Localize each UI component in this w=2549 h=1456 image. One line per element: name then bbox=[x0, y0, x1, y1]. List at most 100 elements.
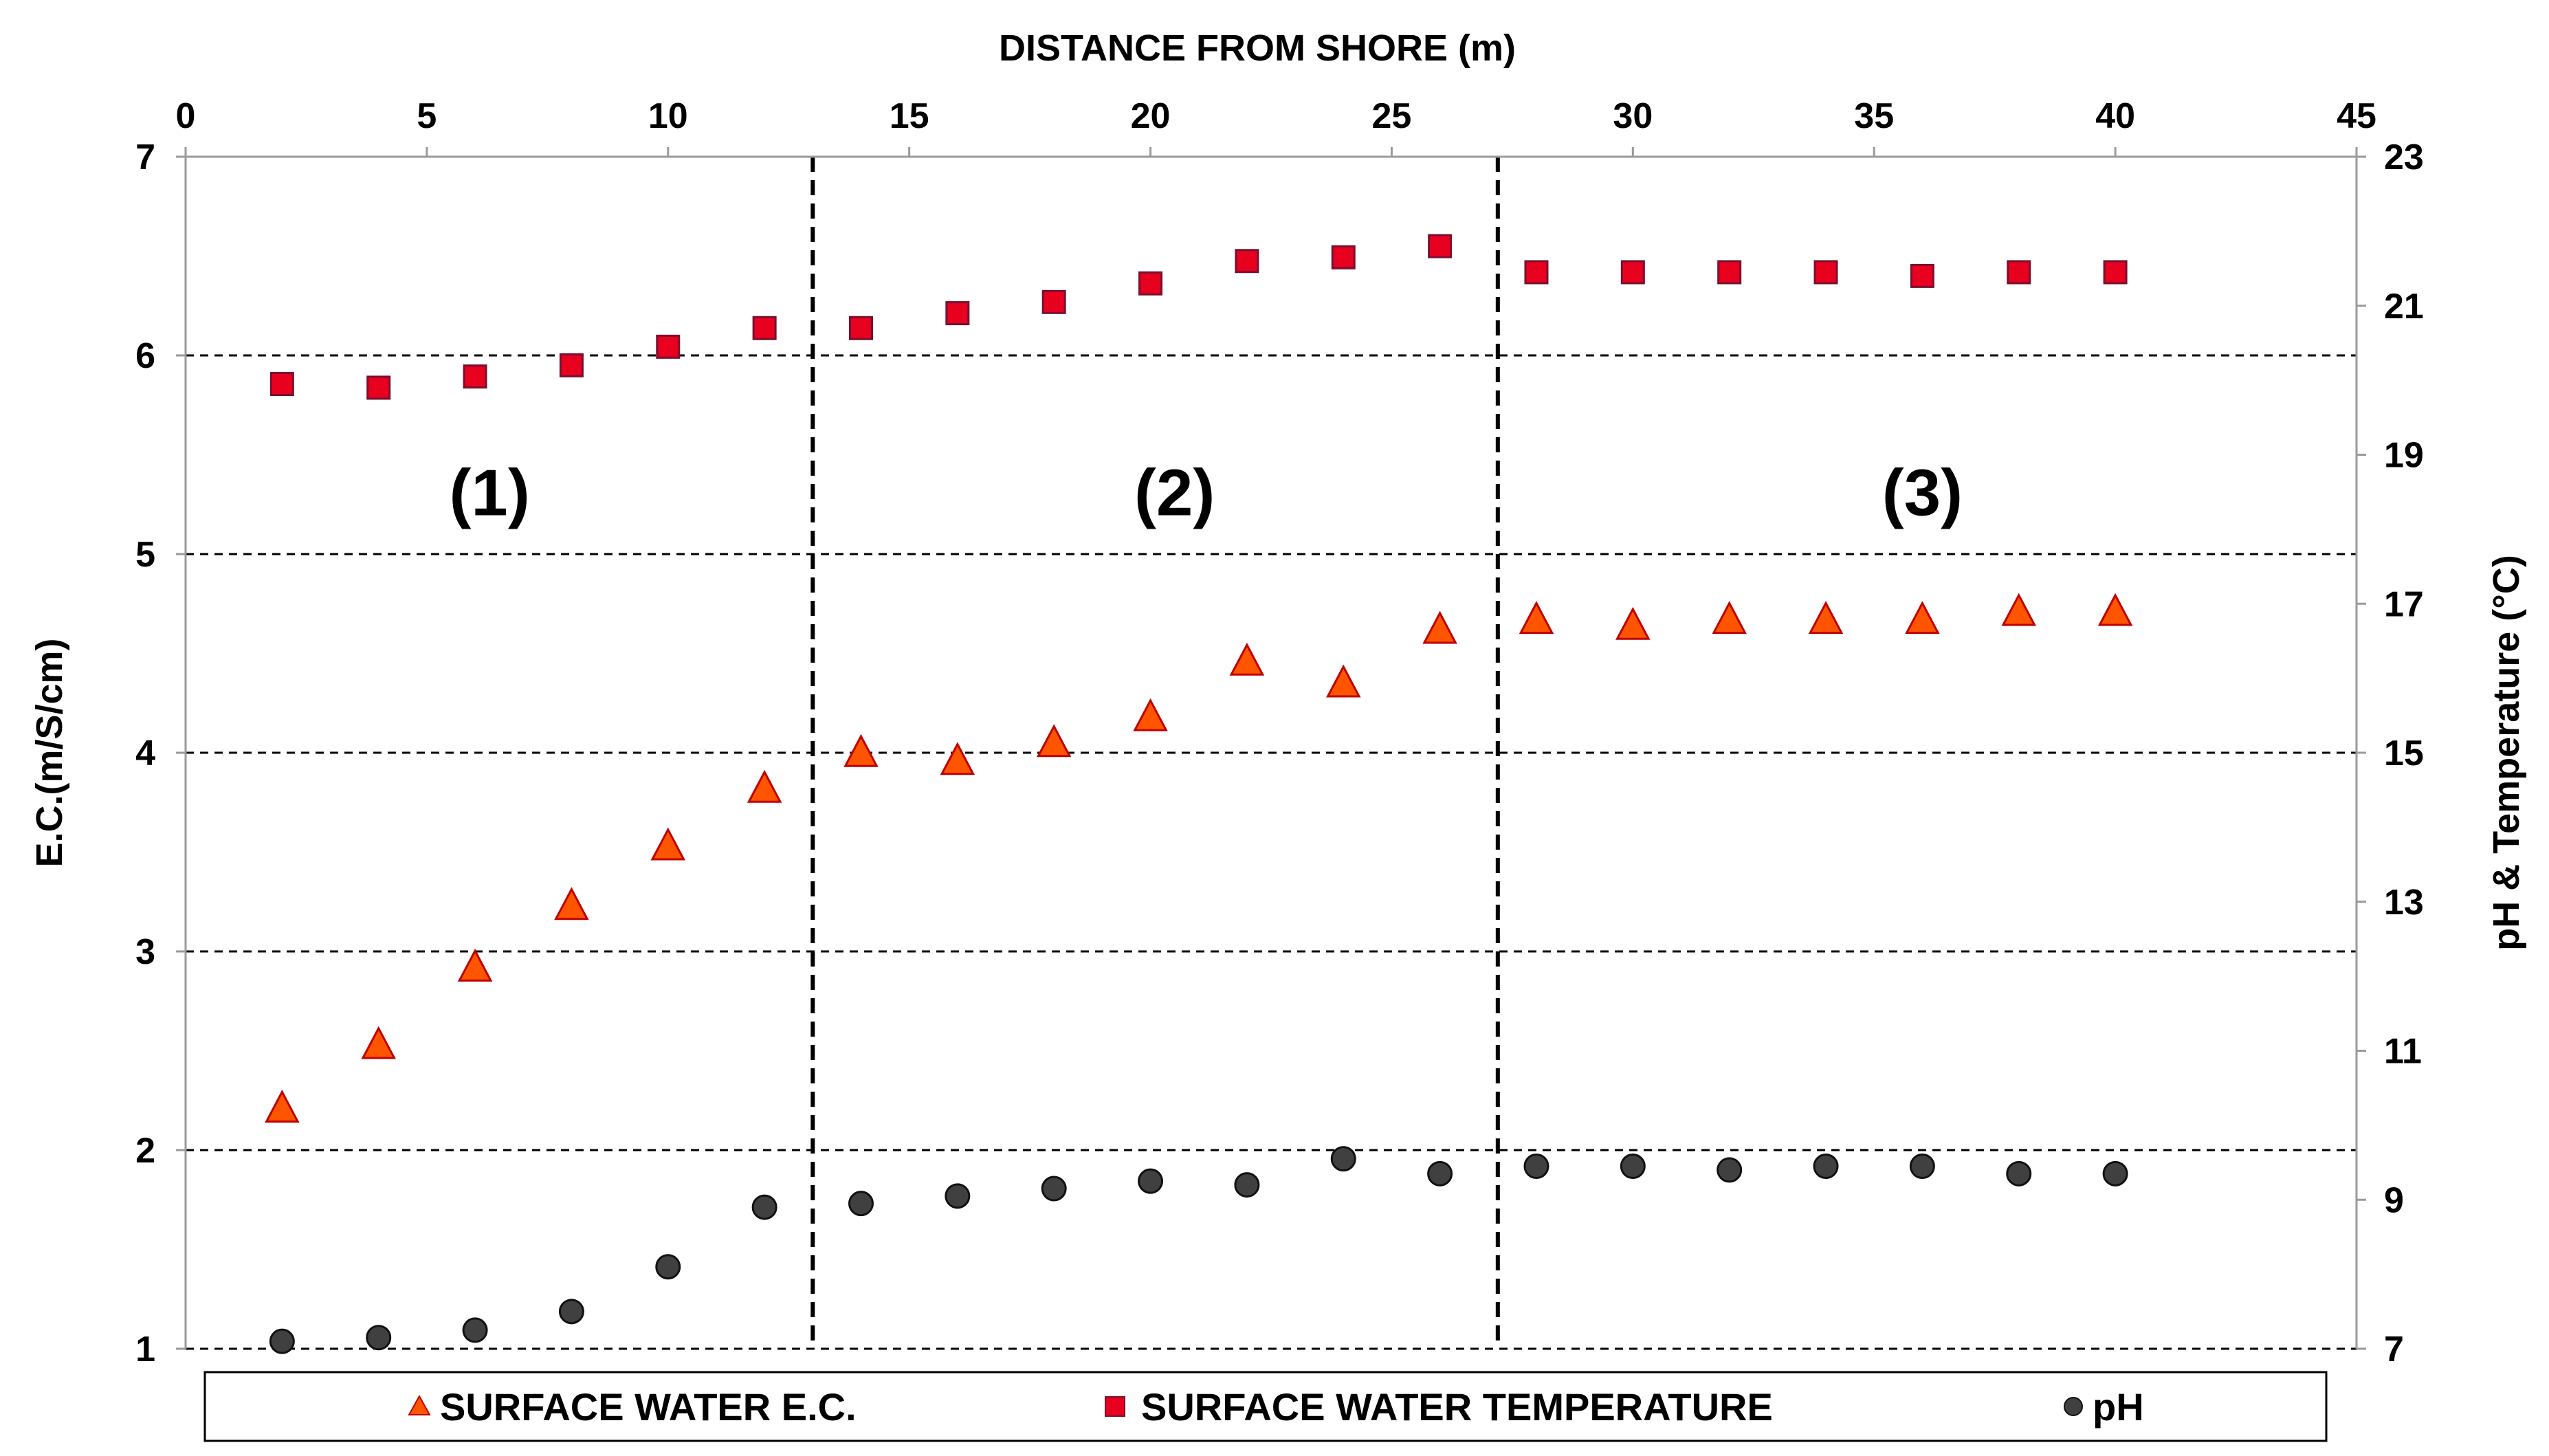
y-right-tick-label-0: 7 bbox=[2384, 1330, 2404, 1369]
legend-label-1: SURFACE WATER TEMPERATURE bbox=[1141, 1385, 1773, 1429]
circle-point bbox=[462, 1317, 488, 1343]
y-left-tick-label-2: 3 bbox=[135, 932, 155, 972]
y-left-tick-label-1: 2 bbox=[135, 1131, 155, 1171]
square-point bbox=[269, 372, 294, 397]
series-square bbox=[269, 234, 2128, 400]
square-point bbox=[559, 353, 584, 377]
legend-label-0: SURFACE WATER E.C. bbox=[440, 1385, 857, 1429]
series-circle bbox=[269, 1146, 2128, 1354]
square-point bbox=[366, 375, 391, 400]
circle-point bbox=[1041, 1176, 1067, 1202]
x-tick-label-6: 30 bbox=[1613, 96, 1653, 136]
triangle-point bbox=[1712, 601, 1747, 635]
square-point bbox=[2103, 260, 2128, 285]
triangle-point bbox=[265, 1090, 300, 1123]
region-dividers bbox=[810, 157, 1500, 1349]
square-point bbox=[752, 316, 777, 340]
y-left-tick-label-5: 6 bbox=[135, 336, 155, 376]
triangle-point bbox=[1036, 724, 1072, 758]
square-point bbox=[1813, 260, 1838, 285]
region-label-0: (1) bbox=[449, 456, 529, 529]
triangle-point bbox=[2097, 593, 2133, 626]
region-label-1: (2) bbox=[1134, 456, 1215, 529]
x-tick-label-0: 0 bbox=[176, 96, 196, 136]
x-tick-label-8: 40 bbox=[2095, 96, 2135, 136]
legend-triangle-marker bbox=[408, 1394, 431, 1415]
legend-circle-marker bbox=[2064, 1397, 2083, 1416]
x-axis-title: DISTANCE FROM SHORE (m) bbox=[999, 27, 1516, 69]
square-point bbox=[656, 334, 681, 359]
circle-point bbox=[2102, 1160, 2128, 1187]
series-triangle bbox=[265, 593, 2133, 1123]
square-point bbox=[1138, 271, 1163, 296]
triangle-point bbox=[1422, 610, 1457, 644]
circle-point bbox=[1620, 1153, 1646, 1179]
y-right-tick-label-3: 13 bbox=[2384, 883, 2424, 923]
y-left-tick-label-6: 7 bbox=[135, 137, 155, 177]
x-tick-label-3: 15 bbox=[890, 96, 929, 136]
y-right-tick-label-2: 11 bbox=[2384, 1032, 2422, 1072]
triangle-point bbox=[1325, 664, 1361, 698]
x-tick-label-1: 5 bbox=[417, 96, 437, 136]
legend: SURFACE WATER E.C. SURFACE WATER TEMPERAT… bbox=[203, 1371, 2328, 1442]
circle-point bbox=[751, 1194, 777, 1220]
square-point bbox=[1235, 249, 1259, 274]
square-point bbox=[2007, 260, 2031, 285]
triangle-point bbox=[940, 742, 975, 775]
y-right-tick-label-7: 21 bbox=[2384, 287, 2424, 327]
circle-point bbox=[1138, 1168, 1164, 1194]
region-labels: (1) (2) (3) bbox=[449, 456, 1963, 529]
y-right-tick-label-4: 15 bbox=[2384, 733, 2424, 773]
square-point bbox=[1717, 260, 1742, 285]
x-tick-label-5: 25 bbox=[1372, 96, 1412, 136]
triangle-point bbox=[1519, 601, 1554, 635]
legend-box bbox=[203, 1371, 2328, 1442]
square-point bbox=[1620, 260, 1645, 285]
circle-point bbox=[2006, 1160, 2032, 1187]
y-left-tick-label-0: 1 bbox=[135, 1330, 155, 1369]
circle-point bbox=[366, 1325, 392, 1351]
square-point bbox=[1331, 245, 1356, 269]
triangle-point bbox=[554, 887, 589, 920]
circle-point bbox=[1523, 1153, 1549, 1179]
legend-label-2: pH bbox=[2093, 1385, 2144, 1429]
circle-point bbox=[655, 1254, 681, 1280]
data-series bbox=[265, 234, 2133, 1354]
triangle-point bbox=[457, 948, 493, 982]
triangle-point bbox=[1615, 606, 1651, 640]
circle-point bbox=[1427, 1160, 1453, 1187]
triangle-point bbox=[650, 827, 686, 861]
y-right-tick-label-8: 23 bbox=[2384, 137, 2424, 177]
x-tick-label-4: 20 bbox=[1131, 96, 1171, 136]
circle-point bbox=[1234, 1172, 1260, 1198]
circle-point bbox=[269, 1328, 295, 1354]
triangle-point bbox=[747, 769, 782, 803]
circle-point bbox=[848, 1191, 874, 1217]
triangle-point bbox=[1229, 642, 1265, 676]
y-right-axis-title: pH & Temperature (°C) bbox=[2486, 555, 2527, 951]
circle-point bbox=[1330, 1146, 1356, 1172]
square-point bbox=[463, 364, 487, 389]
square-point bbox=[945, 301, 970, 326]
square-point bbox=[1428, 234, 1453, 258]
y-right-tick-label-6: 19 bbox=[2384, 436, 2424, 476]
x-tick-label-2: 10 bbox=[648, 96, 688, 136]
triangle-point bbox=[1133, 698, 1168, 731]
square-point bbox=[1041, 289, 1066, 314]
y-right-tick-label-1: 9 bbox=[2384, 1180, 2404, 1220]
square-point bbox=[848, 316, 873, 340]
x-tick-label-7: 35 bbox=[1854, 96, 1894, 136]
x-tick-label-9: 45 bbox=[2337, 96, 2376, 136]
circle-point bbox=[1813, 1153, 1839, 1179]
y-right-tick-label-5: 17 bbox=[2384, 584, 2424, 624]
circle-point bbox=[1909, 1153, 1935, 1179]
triangle-point bbox=[361, 1026, 396, 1059]
y-left-tick-label-3: 4 bbox=[135, 733, 155, 773]
triangle-point bbox=[843, 733, 879, 767]
y-left-tick-label-4: 5 bbox=[135, 535, 155, 575]
circle-point bbox=[558, 1299, 584, 1325]
triangle-point bbox=[2001, 593, 2037, 626]
triangle-point bbox=[1905, 601, 1940, 635]
